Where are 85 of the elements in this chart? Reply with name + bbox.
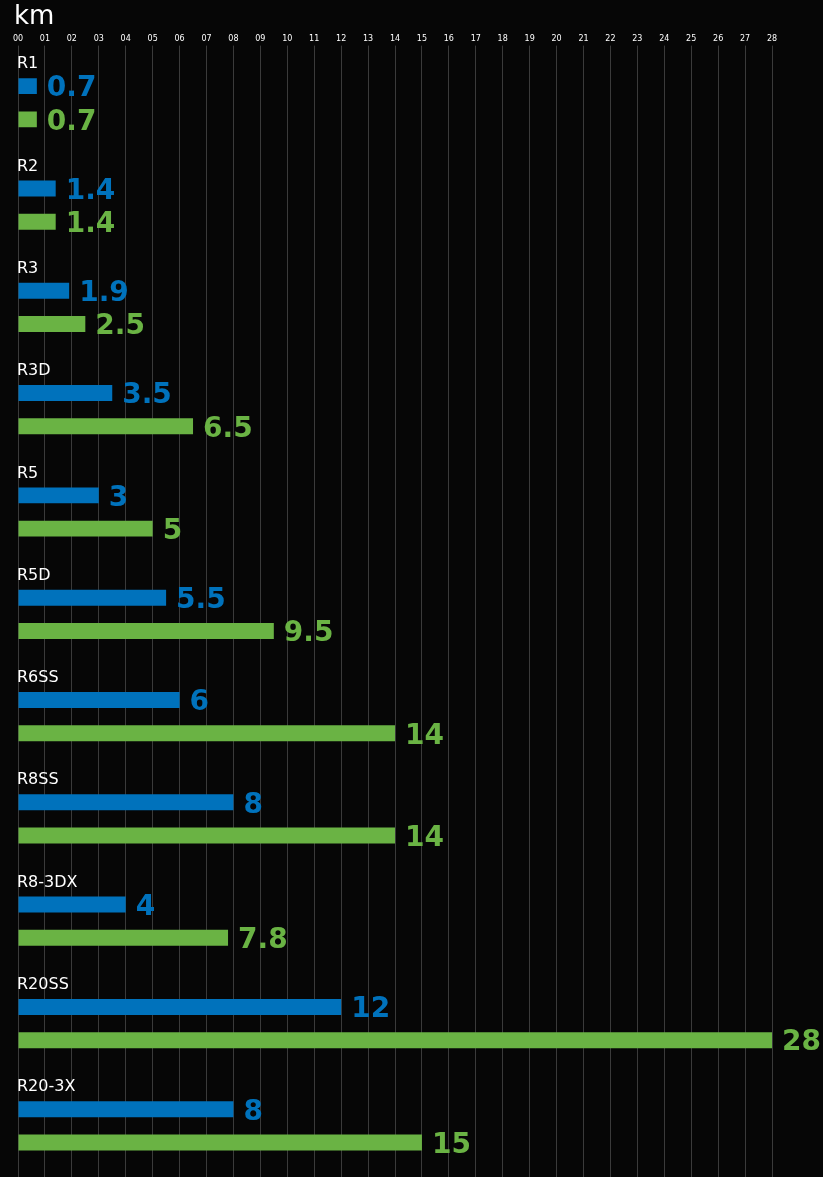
x-tick-label: 07 [201, 33, 212, 43]
data-label: 9.5 [283, 615, 334, 649]
x-tick-label: 14 [389, 33, 401, 43]
x-tick-label: 08 [228, 33, 239, 43]
bar [18, 418, 194, 435]
y-tick-label: R6SS [17, 667, 59, 687]
data-label: 5 [162, 512, 183, 546]
x-tick-label: 02 [66, 33, 77, 43]
x-axis-title: km [14, 0, 55, 30]
x-tick-label: 15 [416, 33, 428, 43]
data-label: 3 [108, 479, 129, 513]
y-tick-label: R3D [17, 360, 51, 380]
x-tick-label: 27 [739, 33, 751, 43]
x-tick-label: 06 [174, 33, 185, 43]
data-label: 2.5 [95, 308, 145, 342]
x-tick-label: 11 [309, 33, 320, 43]
x-tick-label: 03 [93, 33, 104, 43]
x-tick-label: 24 [659, 33, 670, 43]
bar [18, 111, 37, 128]
y-tick-label: R8SS [17, 769, 59, 789]
bar [18, 282, 70, 299]
y-tick-label: R5D [17, 564, 51, 584]
x-tick-label: 10 [282, 33, 293, 43]
bar [18, 725, 395, 742]
x-tick-label: 19 [524, 33, 535, 43]
y-tick-label: R5 [17, 462, 39, 482]
data-label: 0.7 [46, 70, 97, 104]
data-label: 1.4 [65, 172, 116, 206]
data-label: 28 [782, 1024, 821, 1058]
data-label: 1.9 [79, 275, 129, 309]
data-label: 12 [351, 991, 391, 1025]
data-label: 3.5 [122, 377, 172, 411]
bar [18, 929, 229, 946]
x-tick-label: 01 [39, 33, 51, 43]
y-tick-label: R1 [17, 53, 39, 73]
y-tick-label: R2 [17, 155, 39, 175]
x-tick-label: 26 [713, 33, 724, 43]
x-tick-label: 18 [497, 33, 508, 43]
bar [18, 1032, 772, 1049]
bar [18, 1101, 234, 1118]
data-label: 14 [405, 717, 444, 751]
x-tick-label: 28 [766, 33, 778, 43]
x-tick-label: 04 [120, 33, 131, 43]
data-label: 0.7 [46, 103, 97, 137]
x-tick-label: 00 [12, 33, 24, 43]
data-label: 14 [405, 819, 444, 853]
x-tick-label: 05 [147, 33, 158, 43]
bar [18, 213, 56, 230]
data-label: 4 [135, 888, 156, 922]
bar [18, 78, 37, 95]
x-tick-label: 21 [578, 33, 589, 43]
bar [18, 520, 153, 537]
x-tick-label: 09 [255, 33, 266, 43]
bar [18, 589, 167, 606]
data-label: 15 [431, 1126, 471, 1160]
x-tick-label: 12 [336, 33, 347, 43]
bar [18, 896, 126, 913]
x-tick-label: 20 [551, 33, 562, 43]
data-label: 5.5 [176, 581, 226, 615]
x-tick-label: 16 [443, 33, 454, 43]
bar [18, 794, 234, 811]
y-tick-label: R20-3X [17, 1076, 76, 1096]
data-label: 8 [243, 1093, 263, 1127]
bar [18, 487, 99, 504]
bar [18, 316, 86, 332]
bar [18, 180, 56, 197]
x-tick-label: 23 [632, 33, 643, 43]
data-label: 6.5 [203, 410, 253, 444]
bar [18, 692, 180, 708]
y-tick-label: R8-3DX [17, 871, 78, 891]
x-tick-label: 25 [686, 33, 697, 43]
y-tick-label: R20SS [17, 974, 69, 994]
y-tick-label: R3 [17, 257, 39, 277]
data-label: 6 [189, 684, 210, 718]
x-tick-label: 22 [605, 33, 616, 43]
bar [18, 827, 395, 844]
bar [18, 1134, 422, 1151]
bar [18, 622, 274, 639]
x-tick-label: 13 [362, 33, 374, 43]
data-label: 7.8 [238, 922, 288, 956]
data-label: 1.4 [65, 205, 116, 239]
bar [18, 998, 342, 1015]
x-tick-label: 17 [470, 33, 481, 43]
bar [18, 385, 113, 402]
data-label: 8 [243, 786, 263, 820]
